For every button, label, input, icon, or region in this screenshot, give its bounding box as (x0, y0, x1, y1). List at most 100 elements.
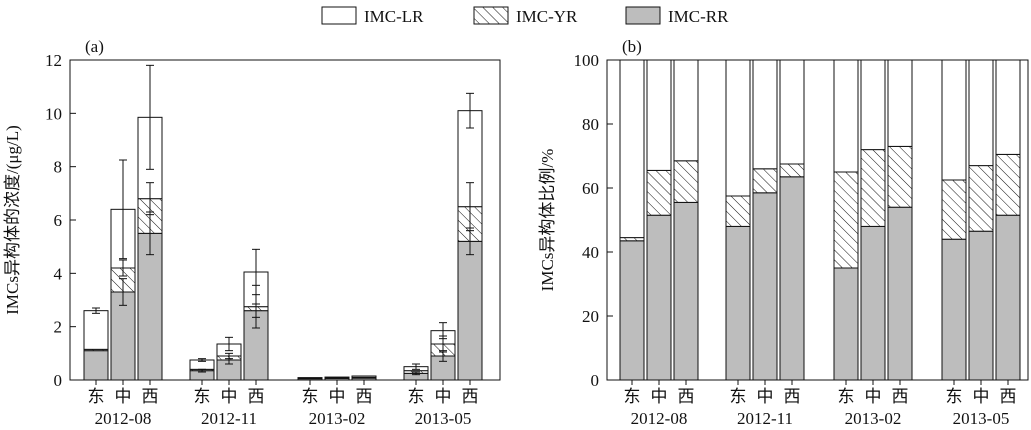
site-label: 东 (624, 387, 641, 406)
bar-segment-imc-yr (673, 160, 699, 203)
site-label: 西 (1000, 387, 1017, 406)
bar-segment-imc-lr (646, 59, 672, 171)
bar-segment-imc-rr (887, 206, 913, 381)
legend-swatch-rr (625, 6, 661, 25)
bar-segment-imc-rr (833, 267, 859, 381)
bar-segment-imc-rr (752, 192, 778, 381)
site-label: 中 (757, 387, 774, 406)
bar-segment-imc-lr (673, 59, 699, 162)
bar-segment-imc-lr (619, 59, 645, 239)
y-tick-label: 80 (582, 115, 599, 134)
site-label: 中 (115, 387, 132, 406)
bar-segment-imc-rr (860, 225, 886, 381)
site-label: 中 (651, 387, 668, 406)
bar-segment-imc-rr (968, 230, 994, 381)
bar-segment-imc-rr (995, 214, 1021, 381)
bar-segment-imc-lr (83, 310, 109, 350)
y-tick-label: 8 (54, 158, 63, 177)
bar-segment-imc-lr (941, 59, 967, 181)
legend-swatch-lr (321, 6, 357, 25)
bar-segment-imc-rr (941, 238, 967, 381)
bar-segment-imc-lr (752, 59, 778, 170)
bar-segment-imc-lr (351, 375, 377, 378)
y-tick-label: 10 (45, 104, 62, 123)
y-tick-label: 100 (574, 51, 600, 70)
legend-item-rr: IMC-RR (625, 6, 729, 26)
y-tick-label: 20 (582, 307, 599, 326)
bar-segment-imc-yr (995, 153, 1021, 216)
bar-segment-imc-lr (968, 59, 994, 167)
group-label: 2013-02 (309, 409, 366, 428)
site-label: 西 (142, 387, 159, 406)
site-label: 东 (302, 387, 319, 406)
site-label: 东 (730, 387, 747, 406)
bar-segment-imc-rr (673, 201, 699, 381)
site-label: 西 (784, 387, 801, 406)
legend-label-lr: IMC-LR (364, 7, 424, 26)
panel-label: (b) (622, 37, 642, 56)
site-label: 西 (892, 387, 909, 406)
y-tick-label: 12 (45, 51, 62, 70)
y-tick-label: 6 (54, 211, 63, 230)
panel-label: (a) (85, 37, 104, 56)
bar-segment-imc-yr (646, 169, 672, 216)
bar-segment-imc-yr (725, 195, 751, 227)
site-label: 西 (462, 387, 479, 406)
bar-segment-imc-lr (860, 59, 886, 151)
bar-segment-imc-yr (968, 165, 994, 232)
bar-segment-imc-rr (83, 350, 109, 381)
bar-segment-imc-rr (779, 176, 805, 381)
y-tick-label: 40 (582, 243, 599, 262)
y-axis-label: IMCs异构体的浓度/(μg/L) (3, 125, 22, 315)
bar-segment-imc-yr (860, 149, 886, 227)
y-tick-label: 60 (582, 179, 599, 198)
group-label: 2013-05 (415, 409, 472, 428)
legend-swatch-yr (473, 6, 509, 25)
bar-segment-imc-yr (833, 171, 859, 269)
legend-item-yr: IMC-YR (473, 6, 578, 26)
bar-segment-imc-lr (995, 59, 1021, 155)
y-tick-label: 4 (54, 264, 63, 283)
bar-segment-imc-yr (941, 179, 967, 240)
site-label: 东 (408, 387, 425, 406)
bar-segment-imc-rr (619, 240, 645, 381)
group-label: 2013-02 (845, 409, 902, 428)
bar-segment-imc-lr (779, 59, 805, 165)
site-label: 东 (194, 387, 211, 406)
bar-segment-imc-rr (137, 232, 163, 381)
bar-segment-imc-lr (887, 59, 913, 147)
bar-segment-imc-rr (457, 240, 483, 381)
site-label: 西 (678, 387, 695, 406)
group-label: 2012-08 (631, 409, 688, 428)
legend-label-yr: IMC-YR (516, 7, 578, 26)
y-tick-label: 2 (54, 318, 63, 337)
bar-segment-imc-yr (779, 163, 805, 178)
site-label: 中 (973, 387, 990, 406)
y-axis-label: IMCs异构体比例/% (538, 149, 557, 292)
legend-item-lr: IMC-LR (321, 6, 424, 26)
bar-segment-imc-yr (887, 145, 913, 208)
site-label: 中 (221, 387, 238, 406)
group-label: 2013-05 (953, 409, 1010, 428)
bar-segment-imc-rr (646, 214, 672, 381)
site-label: 中 (865, 387, 882, 406)
legend: IMC-LR IMC-YR IMC-RR (321, 6, 729, 26)
site-label: 东 (88, 387, 105, 406)
y-tick-label: 0 (54, 371, 63, 390)
site-label: 中 (435, 387, 452, 406)
group-label: 2012-08 (95, 409, 152, 428)
group-label: 2012-11 (737, 409, 793, 428)
y-tick-label: 0 (591, 371, 600, 390)
bar-segment-imc-lr (297, 377, 323, 379)
bar-segment-imc-yr (752, 168, 778, 194)
bar-segment-imc-rr (725, 225, 751, 381)
bar-segment-imc-lr (725, 59, 751, 197)
site-label: 中 (329, 387, 346, 406)
legend-label-rr: IMC-RR (668, 7, 729, 26)
panel-b: 020406080100IMCs异构体比例/%(b)东中西2012-08东中西2… (538, 37, 1029, 428)
site-label: 东 (838, 387, 855, 406)
plot-frame (606, 59, 1029, 381)
site-label: 西 (356, 387, 373, 406)
site-label: 东 (946, 387, 963, 406)
